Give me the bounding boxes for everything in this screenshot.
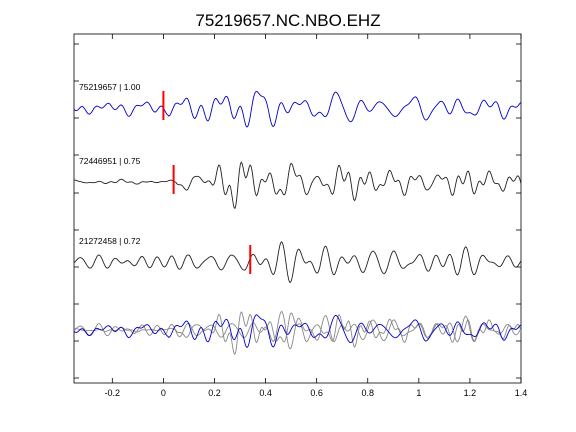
trace-label-3: 21272458 | 0.72 bbox=[79, 236, 141, 246]
x-tick-label: 0.4 bbox=[259, 388, 272, 398]
x-tick-label: 1.2 bbox=[464, 388, 477, 398]
x-tick-label: -0.2 bbox=[105, 388, 121, 398]
chart-title: 75219657.NC.NBO.EHZ bbox=[195, 11, 380, 30]
trace-label-1: 75219657 | 1.00 bbox=[79, 82, 141, 92]
y-axis-ticks bbox=[74, 43, 521, 379]
trace-label-2: 72446951 | 0.75 bbox=[79, 156, 141, 166]
x-tick-label: 0.2 bbox=[208, 388, 221, 398]
trace-line-2 bbox=[73, 161, 522, 210]
overlay-traces bbox=[73, 310, 522, 356]
waveform-traces bbox=[73, 91, 522, 284]
plot-area: -0.2 0 0.2 0.4 0.6 0.8 1 1.2 1.4 75219657 | 1.00… bbox=[73, 33, 528, 398]
x-tick-label: 1.4 bbox=[515, 388, 528, 398]
x-tick-label: 0.8 bbox=[361, 388, 374, 398]
trace-line-3 bbox=[73, 241, 522, 284]
x-tick-label: 1 bbox=[416, 388, 421, 398]
overlay-line-3 bbox=[73, 310, 522, 350]
trace-labels: 75219657 | 1.00 72446951 | 0.75 21272458 |… bbox=[79, 82, 141, 246]
overlay-line-1 bbox=[73, 314, 522, 348]
x-axis-ticks: -0.2 0 0.2 0.4 0.6 0.8 1 1.2 1.4 bbox=[105, 34, 528, 398]
x-tick-label: 0.6 bbox=[310, 388, 323, 398]
overlay-line-2 bbox=[73, 311, 522, 356]
trace-line-1 bbox=[73, 91, 522, 128]
pick-markers bbox=[162, 91, 252, 274]
x-tick-label: 0 bbox=[161, 388, 166, 398]
axes-frame bbox=[73, 33, 522, 384]
